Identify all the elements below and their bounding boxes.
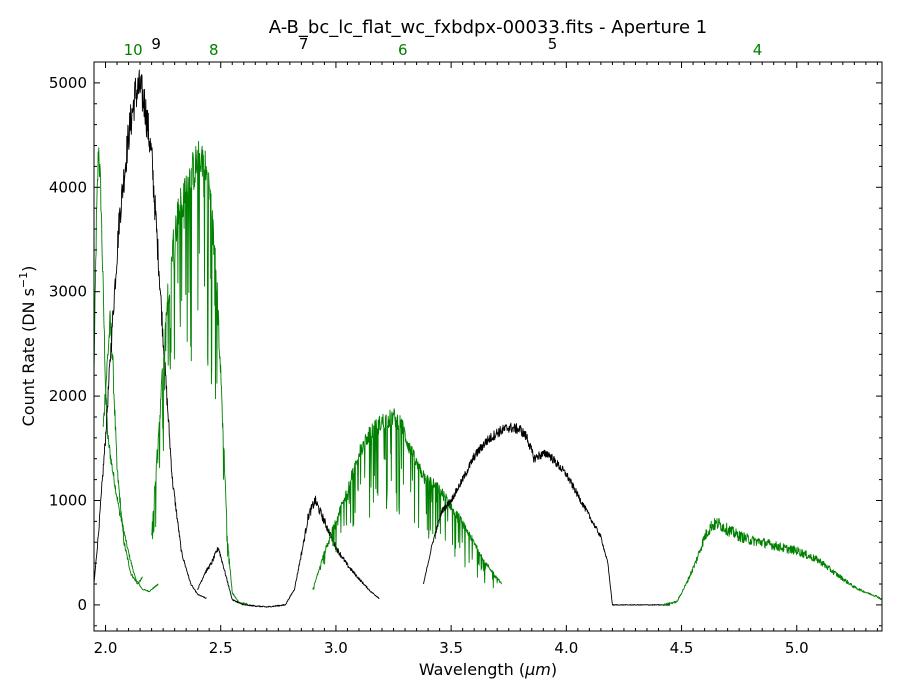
spectrum-line-6 <box>423 422 671 606</box>
x-axis-label: Wavelength (μm) <box>419 660 557 679</box>
order-label: 10 <box>124 41 143 59</box>
order-labels: 10 9 8 7 6 5 4 <box>124 35 763 59</box>
order-label: 5 <box>548 35 558 53</box>
chart-title: A-B_bc_lc_flat_wc_fxbdpx-00033.fits - Ap… <box>269 17 707 38</box>
y-axis-label-close: ) <box>19 266 38 272</box>
spectrum-line-5 <box>312 408 502 590</box>
x-tick-label: 4.0 <box>554 639 578 657</box>
axis-ticks <box>93 61 882 631</box>
order-label: 8 <box>209 41 219 59</box>
x-tick-label: 4.5 <box>670 639 694 657</box>
x-tick-label: 3.5 <box>439 639 463 657</box>
spectrum-line-3 <box>151 140 249 605</box>
spectrum-line-4 <box>197 495 380 608</box>
spectrum-line-0 <box>94 147 159 593</box>
x-axis-label-prefix: Wavelength ( <box>419 660 525 679</box>
y-tick-label: 0 <box>77 596 87 614</box>
x-axis-label-unit: μm <box>524 660 551 679</box>
y-tick-label: 1000 <box>49 491 87 509</box>
spectrum-line-7 <box>662 518 882 607</box>
y-axis-label: Count Rate (DN s−1) <box>17 266 38 427</box>
order-label: 9 <box>151 35 161 53</box>
x-tick-label: 2.0 <box>94 639 118 657</box>
spectrum-line-2 <box>94 69 207 599</box>
y-axis-label-main: Count Rate (DN s <box>19 288 38 426</box>
y-axis-label-exponent: −1 <box>17 272 30 288</box>
spectrum-series <box>94 69 882 608</box>
x-tick-label: 5.0 <box>785 639 809 657</box>
order-label: 7 <box>299 35 309 53</box>
y-tick-label: 3000 <box>49 283 87 301</box>
order-label: 6 <box>398 41 408 59</box>
y-tick-label: 2000 <box>49 387 87 405</box>
x-tick-labels: 2.0 2.5 3.0 3.5 4.0 4.5 5.0 <box>94 639 809 657</box>
x-axis-label-suffix: ) <box>551 660 557 679</box>
order-label: 4 <box>753 41 763 59</box>
y-tick-label: 4000 <box>49 178 87 196</box>
x-tick-label: 3.0 <box>324 639 348 657</box>
y-tick-label: 5000 <box>49 74 87 92</box>
y-tick-labels: 0 1000 2000 3000 4000 5000 <box>49 74 87 614</box>
spectrum-line-1 <box>102 310 143 585</box>
plot-frame <box>93 61 883 632</box>
x-tick-label: 2.5 <box>209 639 233 657</box>
